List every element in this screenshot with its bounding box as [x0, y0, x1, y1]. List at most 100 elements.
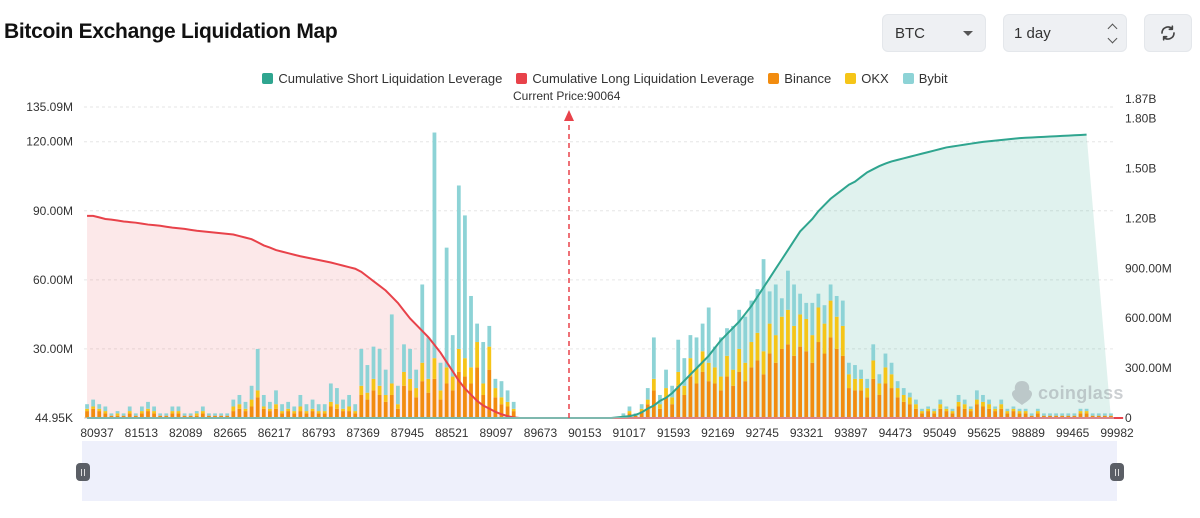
time-range-value: 1 day: [1014, 24, 1051, 42]
legend-item[interactable]: Binance: [768, 71, 831, 86]
binance-bar: [371, 390, 376, 418]
binance-bar: [402, 385, 406, 418]
bybit-bar: [682, 358, 687, 386]
refresh-button[interactable]: [1144, 14, 1192, 52]
x-axis-tick-label: 92169: [701, 426, 735, 440]
x-axis-tick-label: 82665: [213, 426, 247, 440]
okx-bar: [1035, 411, 1040, 414]
binance-bar: [664, 397, 668, 418]
bybit-bar: [755, 289, 760, 333]
binance-bar: [505, 406, 510, 418]
legend-label: Cumulative Short Liquidation Leverage: [278, 71, 503, 86]
binance-bar: [182, 415, 187, 418]
binance-bar: [651, 390, 656, 418]
okx-bar: [127, 411, 132, 414]
bybit-bar: [834, 295, 839, 317]
bybit-bar: [688, 335, 693, 359]
bybit-bar: [1060, 413, 1065, 416]
binance-bar: [261, 408, 266, 418]
binance-bar: [304, 413, 309, 418]
bybit-bar: [743, 316, 748, 363]
binance-bar: [938, 408, 943, 418]
okx-bar: [895, 388, 900, 398]
bybit-bar: [389, 314, 394, 384]
binance-bar: [456, 371, 461, 418]
binance-bar: [1084, 413, 1089, 418]
bybit-bar: [274, 390, 278, 405]
binance-bar: [682, 394, 687, 418]
legend-item[interactable]: Bybit: [902, 71, 948, 86]
binance-bar: [475, 367, 479, 418]
okx-bar: [1084, 411, 1089, 414]
bybit-bar: [907, 392, 912, 398]
binance-bar: [194, 415, 199, 418]
bybit-bar: [651, 337, 656, 379]
legend-item[interactable]: Cumulative Short Liquidation Leverage: [262, 71, 502, 86]
binance-bar: [920, 413, 924, 418]
bybit-bar: [627, 406, 632, 412]
okx-bar: [1005, 411, 1010, 414]
binance-bar: [213, 415, 217, 418]
okx-bar: [170, 411, 175, 414]
binance-bar: [901, 401, 906, 418]
bybit-bar: [938, 399, 943, 405]
x-axis-tick-label: 93321: [790, 426, 824, 440]
bybit-bar: [1096, 413, 1101, 416]
bybit-bar: [712, 346, 717, 368]
bybit-bar: [1029, 413, 1034, 416]
bybit-bar: [493, 378, 498, 389]
okx-bar: [444, 367, 449, 384]
okx-bar: [310, 408, 315, 412]
okx-bar: [383, 394, 388, 402]
okx-bar: [85, 408, 89, 412]
bybit-bar: [840, 300, 845, 326]
okx-bar: [779, 316, 784, 349]
binance-bar: [225, 415, 230, 418]
x-axis-tick-label: 98889: [1012, 426, 1046, 440]
zoom-slider-track[interactable]: [82, 441, 1117, 501]
okx-bar: [981, 401, 985, 407]
okx-bar: [798, 314, 803, 347]
binance-bar: [359, 394, 364, 418]
bybit-bar: [828, 284, 833, 301]
okx-bar: [639, 408, 644, 412]
binance-bar: [743, 381, 748, 418]
legend-label: Cumulative Long Liquidation Leverage: [532, 71, 755, 86]
page-title: Bitcoin Exchange Liquidation Map: [4, 20, 338, 43]
binance-bar: [1005, 413, 1010, 418]
binance-bar: [725, 376, 729, 418]
binance-bar: [200, 413, 205, 418]
time-range-select[interactable]: 1 day: [1003, 14, 1127, 52]
binance-bar: [670, 404, 675, 418]
okx-bar: [267, 408, 272, 412]
bybit-bar: [1005, 408, 1010, 412]
coin-select[interactable]: BTC: [882, 14, 986, 52]
legend-item[interactable]: OKX: [845, 71, 889, 86]
okx-bar: [737, 348, 742, 372]
binance-bar: [328, 406, 333, 418]
binance-bar: [999, 408, 1004, 418]
x-axis-tick-label: 81513: [125, 426, 159, 440]
zoom-handle-left[interactable]: [76, 463, 90, 481]
okx-bar: [353, 411, 358, 414]
zoom-handle-right[interactable]: [1110, 463, 1124, 481]
legend-item[interactable]: Cumulative Long Liquidation Leverage: [516, 71, 754, 86]
binance-bar: [1011, 411, 1016, 418]
okx-bar: [810, 335, 815, 363]
bybit-bar: [261, 394, 266, 407]
bybit-bar: [645, 388, 650, 400]
okx-bar: [853, 378, 857, 391]
okx-bar: [682, 385, 687, 395]
okx-bar: [402, 371, 406, 386]
right-axis-tick-label: 600.00M: [1125, 311, 1172, 325]
okx-bar: [731, 369, 735, 386]
right-axis-tick-label: 0: [1125, 411, 1132, 425]
okx-bar: [706, 362, 711, 382]
bybit-bar: [1090, 413, 1095, 416]
okx-bar: [499, 397, 504, 405]
coin-select-value: BTC: [895, 24, 925, 42]
bybit-bar: [286, 401, 291, 409]
okx-bar: [755, 332, 760, 361]
bybit-bar: [877, 374, 882, 384]
bybit-bar: [298, 394, 303, 407]
